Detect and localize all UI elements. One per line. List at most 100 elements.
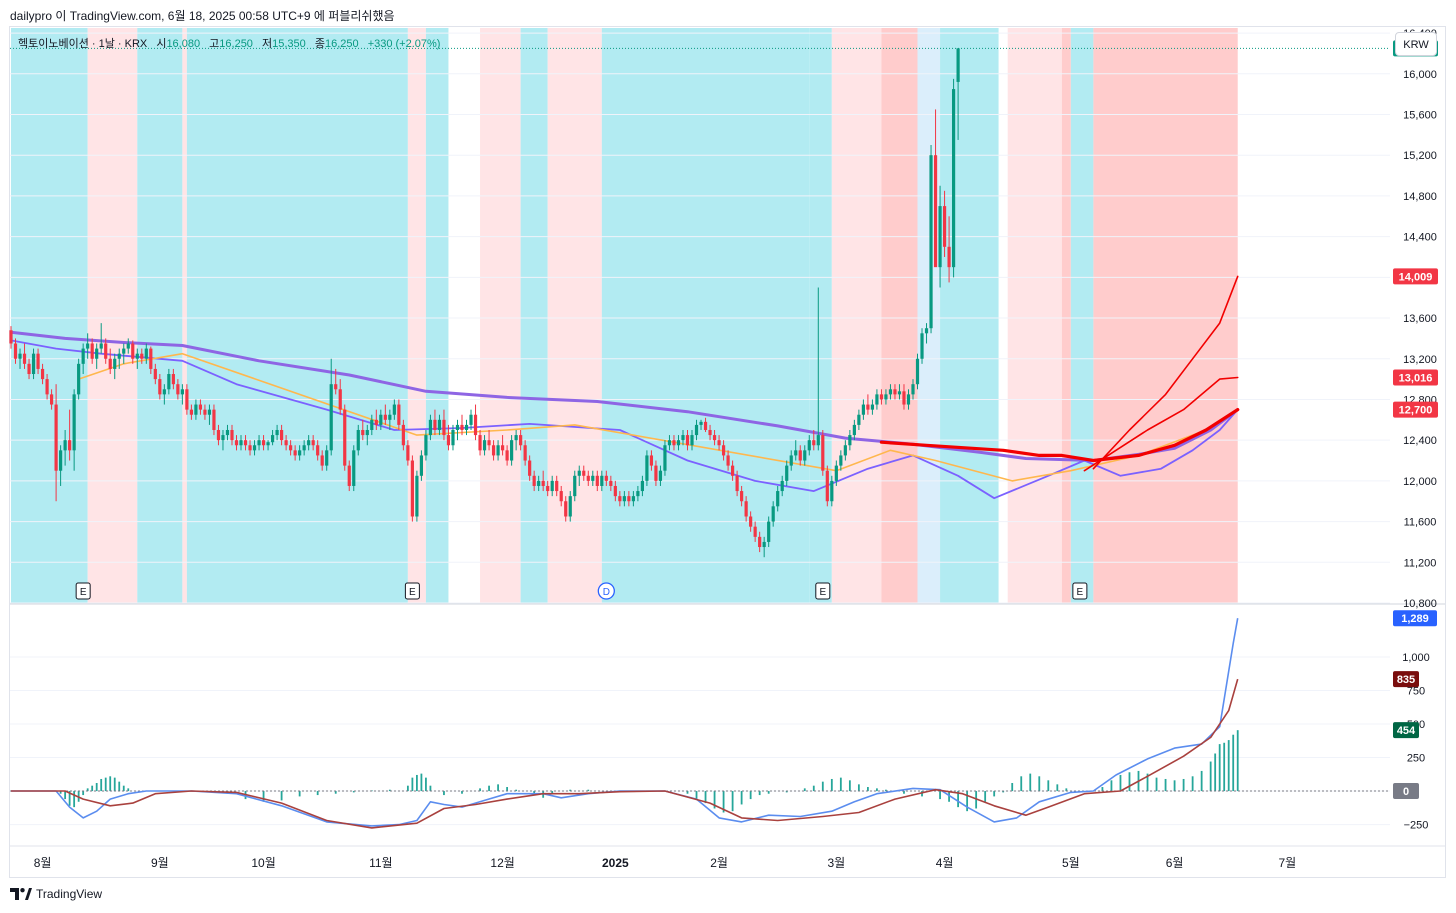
- macd-histogram-bar: [713, 791, 716, 809]
- candle-body: [830, 480, 834, 502]
- macd-histogram-bar: [334, 791, 337, 794]
- candle-body: [798, 450, 802, 461]
- candle-body: [356, 429, 360, 451]
- candle-body: [352, 450, 356, 486]
- macd-tick-label: 750: [1407, 685, 1425, 697]
- candle-body: [654, 465, 658, 481]
- candle-body: [685, 435, 690, 446]
- candle-body: [595, 475, 599, 486]
- earnings-marker[interactable]: [815, 582, 831, 600]
- macd-histogram-bar: [280, 791, 283, 801]
- candle-body: [261, 440, 266, 446]
- macd-histogram-bar: [406, 785, 409, 792]
- candle-body: [897, 391, 902, 395]
- macd-histogram-bar: [758, 791, 761, 796]
- background-zone: [520, 28, 548, 603]
- macd-histogram-bar: [569, 789, 572, 792]
- earnings-marker[interactable]: [404, 582, 420, 600]
- candle-body: [505, 450, 509, 461]
- background-zone: [137, 28, 183, 603]
- candle-body: [419, 455, 424, 476]
- macd-histogram-bar: [830, 778, 833, 792]
- macd-histogram-bar: [1232, 734, 1235, 792]
- candle-body: [153, 368, 157, 380]
- earnings-marker[interactable]: [1072, 582, 1088, 600]
- candle-body: [307, 440, 311, 446]
- price-tag: [1393, 268, 1438, 285]
- candle-body: [311, 440, 315, 446]
- candle-body: [460, 424, 464, 430]
- macd-series-line: [11, 618, 1239, 827]
- macd-histogram-bar: [515, 789, 518, 792]
- macd-histogram-bar: [966, 791, 969, 812]
- candle-body: [225, 429, 230, 436]
- macd-histogram-bar: [420, 773, 423, 792]
- macd-histogram-bar: [425, 777, 427, 792]
- candle-body: [627, 496, 631, 502]
- macd-histogram-bar: [411, 777, 414, 792]
- symbol-name[interactable]: 헥토이노베이션 · 1날 · KRX: [18, 38, 148, 50]
- candle-body: [884, 394, 888, 400]
- background-zone: [998, 28, 1008, 603]
- macd-histogram-bar: [1020, 776, 1023, 792]
- background-zone: [809, 28, 832, 603]
- candle-body: [911, 384, 915, 395]
- background-zone: [182, 28, 187, 603]
- candle-body: [36, 353, 40, 369]
- candle-body: [609, 480, 613, 486]
- background-zone: [940, 28, 999, 603]
- macd-histogram-bar: [939, 791, 941, 800]
- candle-body: [149, 348, 153, 369]
- macd-histogram-bar: [1182, 778, 1185, 792]
- candle-body: [243, 440, 248, 446]
- candle-body: [491, 445, 496, 456]
- candle-body: [667, 440, 672, 446]
- candle-body: [712, 435, 717, 441]
- candle-body: [40, 368, 45, 380]
- macd-histogram-bar: [506, 787, 508, 792]
- earnings-marker-label: E: [409, 587, 416, 598]
- candle-body: [81, 348, 85, 364]
- background-zone: [87, 28, 138, 603]
- close-label: 종: [314, 38, 325, 50]
- macd-histogram-bar: [127, 788, 130, 792]
- dividend-marker[interactable]: [597, 582, 615, 600]
- candle-body: [906, 394, 911, 405]
- candle-body: [920, 333, 924, 359]
- tradingview-logo[interactable]: TradingView: [10, 887, 102, 901]
- candle-body: [640, 480, 644, 492]
- macd-tag-label: 0: [1403, 786, 1409, 798]
- candle-body: [216, 429, 221, 441]
- publish-info: dailypro 이 TradingView.com, 6월 18, 2025 …: [10, 9, 395, 23]
- macd-histogram-bar: [704, 791, 707, 804]
- background-zone: [425, 28, 449, 603]
- candle-body: [293, 450, 297, 456]
- macd-histogram-bar: [1173, 780, 1176, 792]
- candle-body: [194, 404, 198, 415]
- candle-body: [708, 429, 712, 436]
- price-tick-label: 13,600: [1403, 313, 1437, 325]
- currency-button[interactable]: KRW: [1395, 32, 1437, 56]
- candle-body: [956, 48, 960, 82]
- candle-body: [343, 409, 347, 466]
- tradingview-logo-icon: [10, 888, 32, 900]
- candle-body: [90, 343, 94, 359]
- macd-histogram-bar: [812, 785, 815, 792]
- macd-histogram-bar: [857, 784, 860, 792]
- candle-body: [951, 89, 956, 268]
- earnings-marker[interactable]: [75, 582, 91, 600]
- price-tick-label: 15,200: [1403, 150, 1437, 162]
- dividend-marker-label: D: [603, 587, 610, 598]
- background-zone: [1061, 28, 1071, 603]
- macd-histogram-bar: [1200, 770, 1203, 792]
- candle-body: [816, 435, 820, 446]
- candle-body: [270, 435, 275, 443]
- candle-body: [257, 440, 261, 446]
- macd-histogram-bar: [488, 785, 490, 792]
- candle-body: [604, 475, 608, 481]
- candle-body: [902, 391, 906, 405]
- candle-body: [555, 480, 559, 492]
- candle-body: [821, 435, 825, 471]
- background-zone: [1093, 28, 1238, 603]
